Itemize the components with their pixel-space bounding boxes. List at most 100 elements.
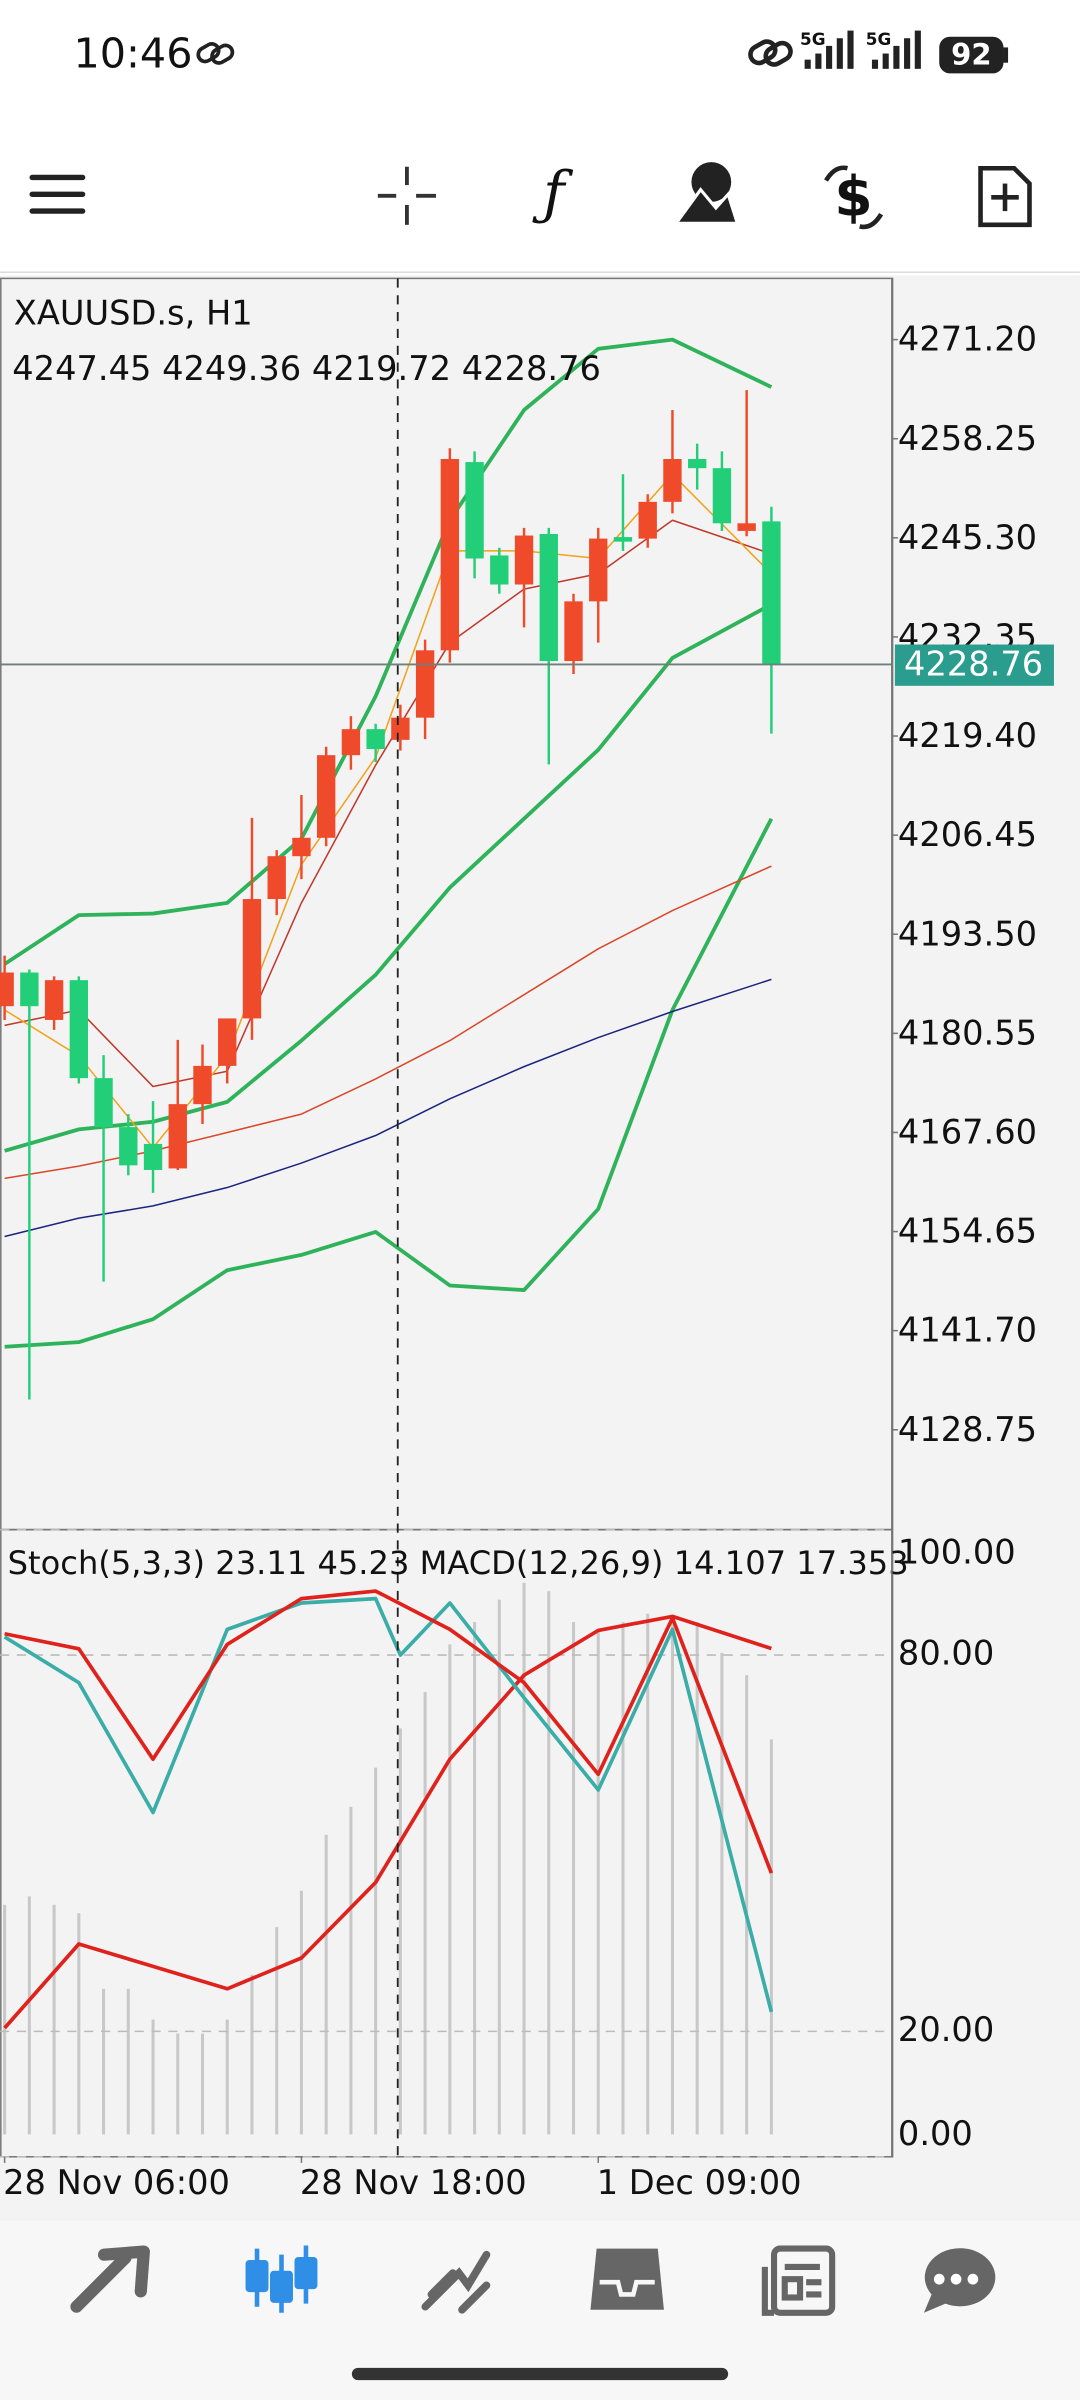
gesture-bar bbox=[351, 2367, 729, 2381]
indicator-line bbox=[4, 519, 772, 1088]
y-tick-label: 4245.30 bbox=[898, 518, 1037, 557]
candle-body bbox=[514, 535, 534, 585]
macd-bar bbox=[646, 1613, 650, 2135]
battery-icon bbox=[939, 36, 1004, 74]
macd-bar bbox=[225, 2019, 229, 2135]
menu-button[interactable] bbox=[29, 174, 86, 214]
candle-body bbox=[0, 972, 14, 1007]
macd-bar bbox=[126, 1988, 130, 2135]
signal-icon-2 bbox=[871, 30, 921, 69]
macd-bar bbox=[299, 1890, 303, 2135]
objects-button[interactable] bbox=[673, 162, 740, 225]
candle-body bbox=[539, 533, 558, 662]
battery-level: 92 bbox=[951, 38, 991, 72]
link-icon bbox=[196, 42, 235, 65]
candle-body bbox=[193, 1065, 212, 1105]
stoch-signal: 45.23 bbox=[317, 1544, 409, 1582]
y-tick-label: 0.00 bbox=[898, 2114, 973, 2153]
quotes-tab[interactable] bbox=[70, 2245, 150, 2313]
macd-bar bbox=[398, 1728, 402, 2135]
macd-bar bbox=[176, 2033, 180, 2135]
macd-bar bbox=[547, 1591, 551, 2135]
x-tick-label: 28 Nov 18:00 bbox=[300, 2163, 527, 2202]
y-tick-label: 4206.45 bbox=[898, 815, 1037, 854]
macd-bar bbox=[720, 1652, 724, 2135]
trade-button[interactable]: $ bbox=[824, 165, 884, 230]
chat-tab[interactable] bbox=[923, 2248, 996, 2313]
y-tick-label: 4141.70 bbox=[898, 1311, 1037, 1350]
trade-tab[interactable] bbox=[421, 2250, 491, 2314]
y-tick-label: 4167.60 bbox=[898, 1112, 1037, 1151]
high-value: 4249.36 bbox=[162, 349, 301, 388]
macd-bar bbox=[497, 1599, 501, 2135]
price-tag-label: 4228.76 bbox=[904, 644, 1043, 683]
macd-bar bbox=[27, 1896, 31, 2135]
x-tick-label: 28 Nov 06:00 bbox=[3, 2163, 230, 2202]
macd-bar bbox=[695, 1622, 699, 2135]
macd-bar bbox=[571, 1622, 576, 2135]
macd-bar bbox=[200, 2033, 205, 2135]
price-panel bbox=[0, 337, 892, 1400]
close-value: 4228.76 bbox=[462, 349, 601, 388]
indicator-line bbox=[4, 817, 774, 1349]
candle-body bbox=[143, 1143, 163, 1170]
candle-body bbox=[218, 1018, 237, 1066]
macd-bar bbox=[745, 1675, 749, 2135]
candle-body bbox=[366, 729, 385, 750]
macd-bar bbox=[349, 1806, 353, 2135]
candle-body bbox=[564, 601, 583, 662]
candle-body bbox=[391, 717, 410, 740]
indicator-panel bbox=[0, 1528, 892, 2158]
news-tab[interactable] bbox=[761, 2245, 836, 2316]
stoch-title: Stoch(5,3,3) bbox=[8, 1544, 205, 1582]
candle-body bbox=[638, 501, 657, 539]
candle-body bbox=[69, 980, 89, 1079]
indicator-line bbox=[4, 978, 772, 1238]
indicator-line bbox=[3, 337, 773, 966]
new-order-button[interactable] bbox=[978, 165, 1032, 228]
candle-body bbox=[490, 555, 509, 585]
macd-bar bbox=[324, 1834, 328, 2135]
status-time: 10:46 bbox=[73, 30, 192, 78]
axes: 4271.204258.254245.304232.354219.404206.… bbox=[3, 278, 1054, 2202]
candle-body bbox=[20, 972, 39, 1007]
candle-body bbox=[341, 729, 361, 756]
y-tick-label: 20.00 bbox=[898, 2010, 994, 2049]
macd-signal: 17.353 bbox=[796, 1544, 908, 1582]
y-tick-label: 4258.25 bbox=[898, 419, 1037, 458]
candle-body bbox=[737, 523, 756, 531]
crosshair-button[interactable] bbox=[377, 166, 436, 225]
chart-tab[interactable] bbox=[245, 2245, 318, 2313]
ohlc-readout: 4247.45 4249.36 4219.72 4228.76 bbox=[12, 349, 601, 388]
svg-text:$: $ bbox=[834, 165, 872, 229]
history-tab[interactable] bbox=[590, 2248, 664, 2310]
macd-bar bbox=[250, 1974, 254, 2135]
stoch-line bbox=[3, 1596, 774, 2013]
y-tick-label: 100.00 bbox=[898, 1533, 1016, 1572]
low-value: 4219.72 bbox=[312, 349, 451, 388]
price-tag bbox=[894, 644, 1054, 686]
candle-body bbox=[242, 899, 262, 1019]
candle-body bbox=[415, 650, 435, 718]
macd-bar bbox=[423, 1692, 427, 2135]
candle-body bbox=[712, 468, 732, 524]
macd-bar bbox=[52, 1904, 56, 2135]
candle-body bbox=[292, 837, 311, 857]
macd-bar bbox=[473, 1622, 477, 2135]
macd-title: MACD(12,26,9) bbox=[420, 1544, 664, 1582]
candle-body bbox=[663, 459, 682, 502]
network-type: 5G bbox=[866, 29, 892, 49]
macd-bar bbox=[374, 1767, 378, 2135]
candle-body bbox=[119, 1127, 138, 1166]
candle-body bbox=[589, 538, 608, 602]
macd-signal-line bbox=[3, 1614, 772, 2030]
top-background bbox=[0, 0, 1080, 276]
signal-icon-1 bbox=[804, 30, 854, 69]
stoch-line bbox=[4, 1589, 774, 1874]
macd-bar bbox=[621, 1622, 625, 2135]
macd-bar bbox=[102, 1988, 106, 2135]
candle-body bbox=[316, 755, 336, 838]
macd-bar bbox=[670, 1622, 674, 2135]
